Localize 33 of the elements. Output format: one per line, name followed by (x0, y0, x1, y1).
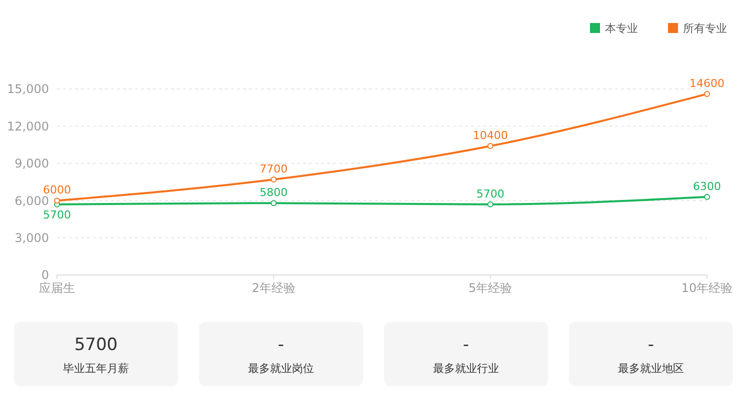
x-tick-label: 应届生 (39, 281, 75, 295)
data-label: 5700 (43, 208, 71, 222)
y-tick-label: 15,000 (7, 82, 49, 96)
legend-label: 本专业 (605, 22, 638, 35)
data-label: 7700 (260, 162, 288, 176)
point (270, 176, 277, 183)
data-label: 5800 (260, 186, 288, 200)
data-label: 10400 (472, 129, 508, 142)
y-tick-label: 3,000 (14, 231, 49, 245)
point (487, 143, 494, 150)
text: - (648, 335, 654, 355)
category-label: 最多就业岗位 (248, 362, 314, 375)
x-tick-label: 2年经验 (252, 281, 296, 295)
text: 5700 (74, 335, 118, 355)
text: - (278, 335, 284, 355)
data-label: 6300 (693, 180, 721, 193)
legend-label: 所有专业 (683, 22, 727, 35)
x-tick-label: 5年经验 (468, 281, 512, 295)
category-label: 毕业五年月薪 (63, 362, 129, 375)
point (704, 90, 710, 97)
point (54, 198, 60, 204)
category-label: 最多就业地区 (618, 362, 684, 375)
point (270, 200, 277, 206)
data-label: 5700 (476, 187, 504, 200)
y-tick-label: 9,000 (14, 156, 49, 171)
text: - (462, 335, 470, 355)
y-tick-label: 0 (41, 268, 49, 282)
point (704, 194, 710, 200)
category-label: 最多就业行业 (433, 362, 499, 375)
y-tick-label: 12,000 (7, 119, 49, 134)
data-label: 14600 (690, 76, 724, 90)
point (487, 201, 494, 208)
x-tick-label: 10年经验 (681, 281, 733, 295)
